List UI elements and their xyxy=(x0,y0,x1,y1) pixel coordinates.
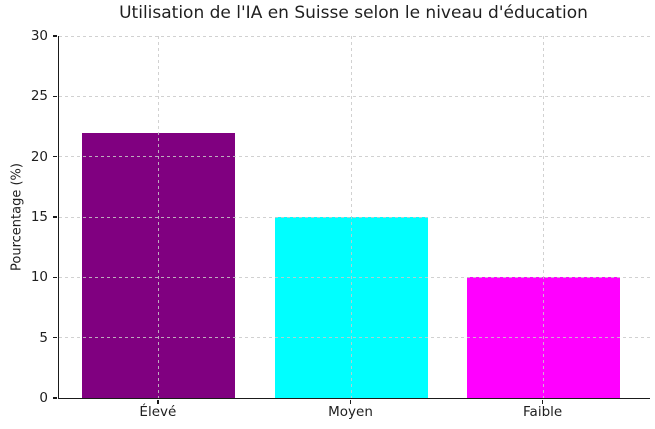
gridline-horizontal xyxy=(59,95,650,97)
x-tick-label: Faible xyxy=(523,404,563,420)
x-tick-mark xyxy=(541,399,544,404)
x-tick-label: Élevé xyxy=(139,404,177,420)
gridline-horizontal xyxy=(59,156,650,158)
y-tick-label: 10 xyxy=(30,269,48,286)
plot-area xyxy=(58,35,650,399)
y-tick-mark xyxy=(52,397,57,399)
gridline-horizontal xyxy=(59,35,650,37)
x-tick-mark xyxy=(349,399,352,404)
x-tick-label: Moyen xyxy=(328,404,373,420)
y-tick-label: 15 xyxy=(30,209,48,225)
y-tick-mark xyxy=(52,155,57,158)
y-tick-label: 0 xyxy=(39,390,48,406)
y-tick-mark xyxy=(52,216,57,218)
gridline-horizontal xyxy=(59,216,650,218)
y-tick-mark xyxy=(52,336,57,339)
x-tick-mark xyxy=(157,399,159,404)
chart-title: Utilisation de l'IA en Suisse selon le n… xyxy=(119,3,588,23)
y-tick-mark xyxy=(52,276,57,279)
y-tick-label: 5 xyxy=(39,329,48,346)
y-tick-label: 30 xyxy=(30,28,48,44)
y-tick-label: 25 xyxy=(30,88,48,105)
y-tick-mark xyxy=(52,35,57,37)
y-tick-label: 20 xyxy=(30,148,48,165)
gridline-horizontal xyxy=(59,337,650,339)
y-tick-mark xyxy=(52,95,57,98)
gridline-horizontal xyxy=(59,276,650,278)
